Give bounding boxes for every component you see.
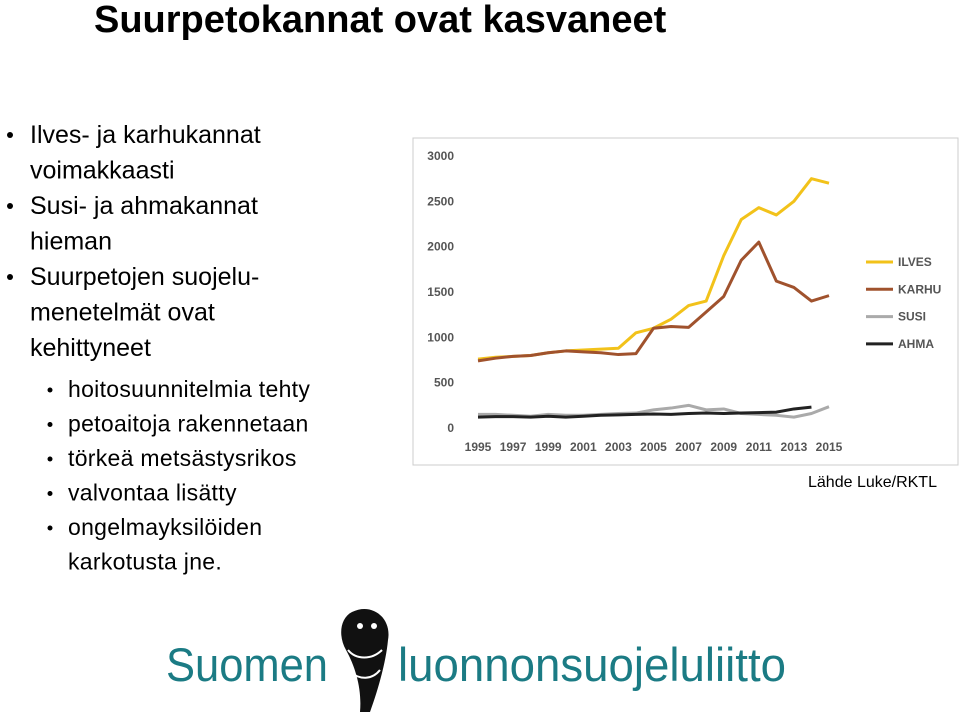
seal-icon [341,608,389,712]
y-tick-label: 3000 [427,149,454,163]
bullet-text: petoaitoja rakennetaan [68,411,309,437]
x-tick-label: 1995 [465,440,492,454]
x-tick-label: 2005 [640,440,667,454]
source: Lähde Luke/RKTL [808,474,937,491]
y-tick-label: 2000 [427,240,454,254]
legend-label: KARHU [898,282,941,296]
bullet-dot [47,387,53,393]
y-tick-label: 1000 [427,330,454,344]
x-tick-label: 2011 [746,440,772,454]
bullet-text: hieman [30,228,112,256]
chart-frame [412,137,959,466]
legend-label: ILVES [898,255,932,269]
bullet-dot [47,525,53,531]
bullet-text: karkotusta jne. [68,549,222,575]
slide-title: Suurpetokannat ovat kasvaneet [94,0,667,41]
bullet-dot [47,456,53,462]
bullet-text: hoitosuunnitelmia tehty [68,376,310,402]
bullet-text: Susi- ja ahmakannat [30,192,258,220]
y-tick-label: 1500 [427,285,454,299]
bullet-text: törkeä metsästysrikos [68,445,297,471]
bullet-dot [7,132,13,138]
x-tick-label: 2001 [570,440,597,454]
y-tick-label: 2500 [427,194,454,208]
logo-text: luonnonsuojeluliitto [398,638,786,691]
y-tick-label: 500 [434,376,454,390]
x-tick-label: 2013 [781,440,808,454]
legend-label: AHMA [898,337,934,351]
bullet-text: Ilves- ja karhukannat [30,121,261,149]
legend-label: SUSI [898,310,926,324]
series-line [477,240,830,363]
bullet-dot [7,203,13,209]
x-tick-label: 1999 [535,440,562,454]
x-tick-label: 2003 [605,440,632,454]
bullet-dot [7,274,13,280]
series-line [477,405,812,419]
x-tick-label: 1997 [500,440,527,454]
bullet-text: voimakkaasti [30,157,175,185]
bullet-text: kehittyneet [30,334,151,362]
logo-text: Suomen [166,638,328,691]
bullet-text: valvontaa lisätty [68,480,237,506]
x-tick-label: 2015 [816,440,843,454]
bullet-text: menetelmät ovat [30,299,215,327]
x-tick-label: 2007 [675,440,702,454]
bullet-dot [47,422,53,427]
bullet-text: Suurpetojen suojelu- [30,263,259,291]
x-tick-label: 2009 [710,440,737,454]
bullet-text: ongelmayksilöiden [68,514,262,540]
bullet-dot [47,491,53,496]
y-tick-label: 0 [447,421,454,435]
